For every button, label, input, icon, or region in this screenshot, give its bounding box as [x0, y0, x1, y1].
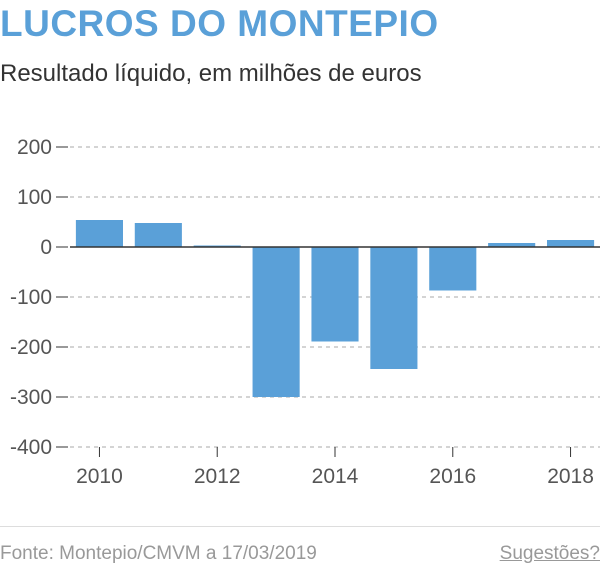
y-tick-label: -200 — [10, 336, 52, 359]
x-tick-label: 2010 — [76, 465, 123, 488]
source-note: Fonte: Montepio/CMVM a 17/03/2019 — [0, 543, 317, 564]
bar-2018 — [547, 240, 595, 247]
footer-divider — [0, 526, 600, 527]
x-tick-label: 2018 — [547, 465, 594, 488]
bar-2010 — [75, 220, 123, 247]
bar-2013 — [252, 247, 300, 397]
axes: 200 100 0 -100 -200 -300 -400 2010 2012 2014 2016 2… — [10, 136, 600, 488]
y-tick-label: -400 — [10, 436, 52, 459]
chart-subtitle: Resultado líquido, em milhões de euros — [0, 60, 422, 87]
bar-2014 — [311, 247, 359, 342]
bar-2011 — [134, 223, 182, 247]
x-tick-label: 2014 — [312, 465, 359, 488]
y-tick-label: -300 — [10, 386, 52, 409]
bar-2017 — [488, 243, 536, 247]
suggestions-link[interactable]: Sugestões? — [499, 543, 600, 564]
bar-2015 — [370, 247, 418, 369]
chart-title: LUCROS DO MONTEPIO — [0, 3, 439, 44]
bar-2016 — [429, 247, 477, 291]
y-tick-label: 0 — [40, 236, 52, 259]
y-tick-label: 200 — [17, 136, 52, 159]
y-tick-label: -100 — [10, 286, 52, 309]
x-tick-label: 2016 — [429, 465, 476, 488]
x-tick-label: 2012 — [194, 465, 241, 488]
bars — [75, 220, 595, 397]
y-tick-label: 100 — [17, 186, 52, 209]
